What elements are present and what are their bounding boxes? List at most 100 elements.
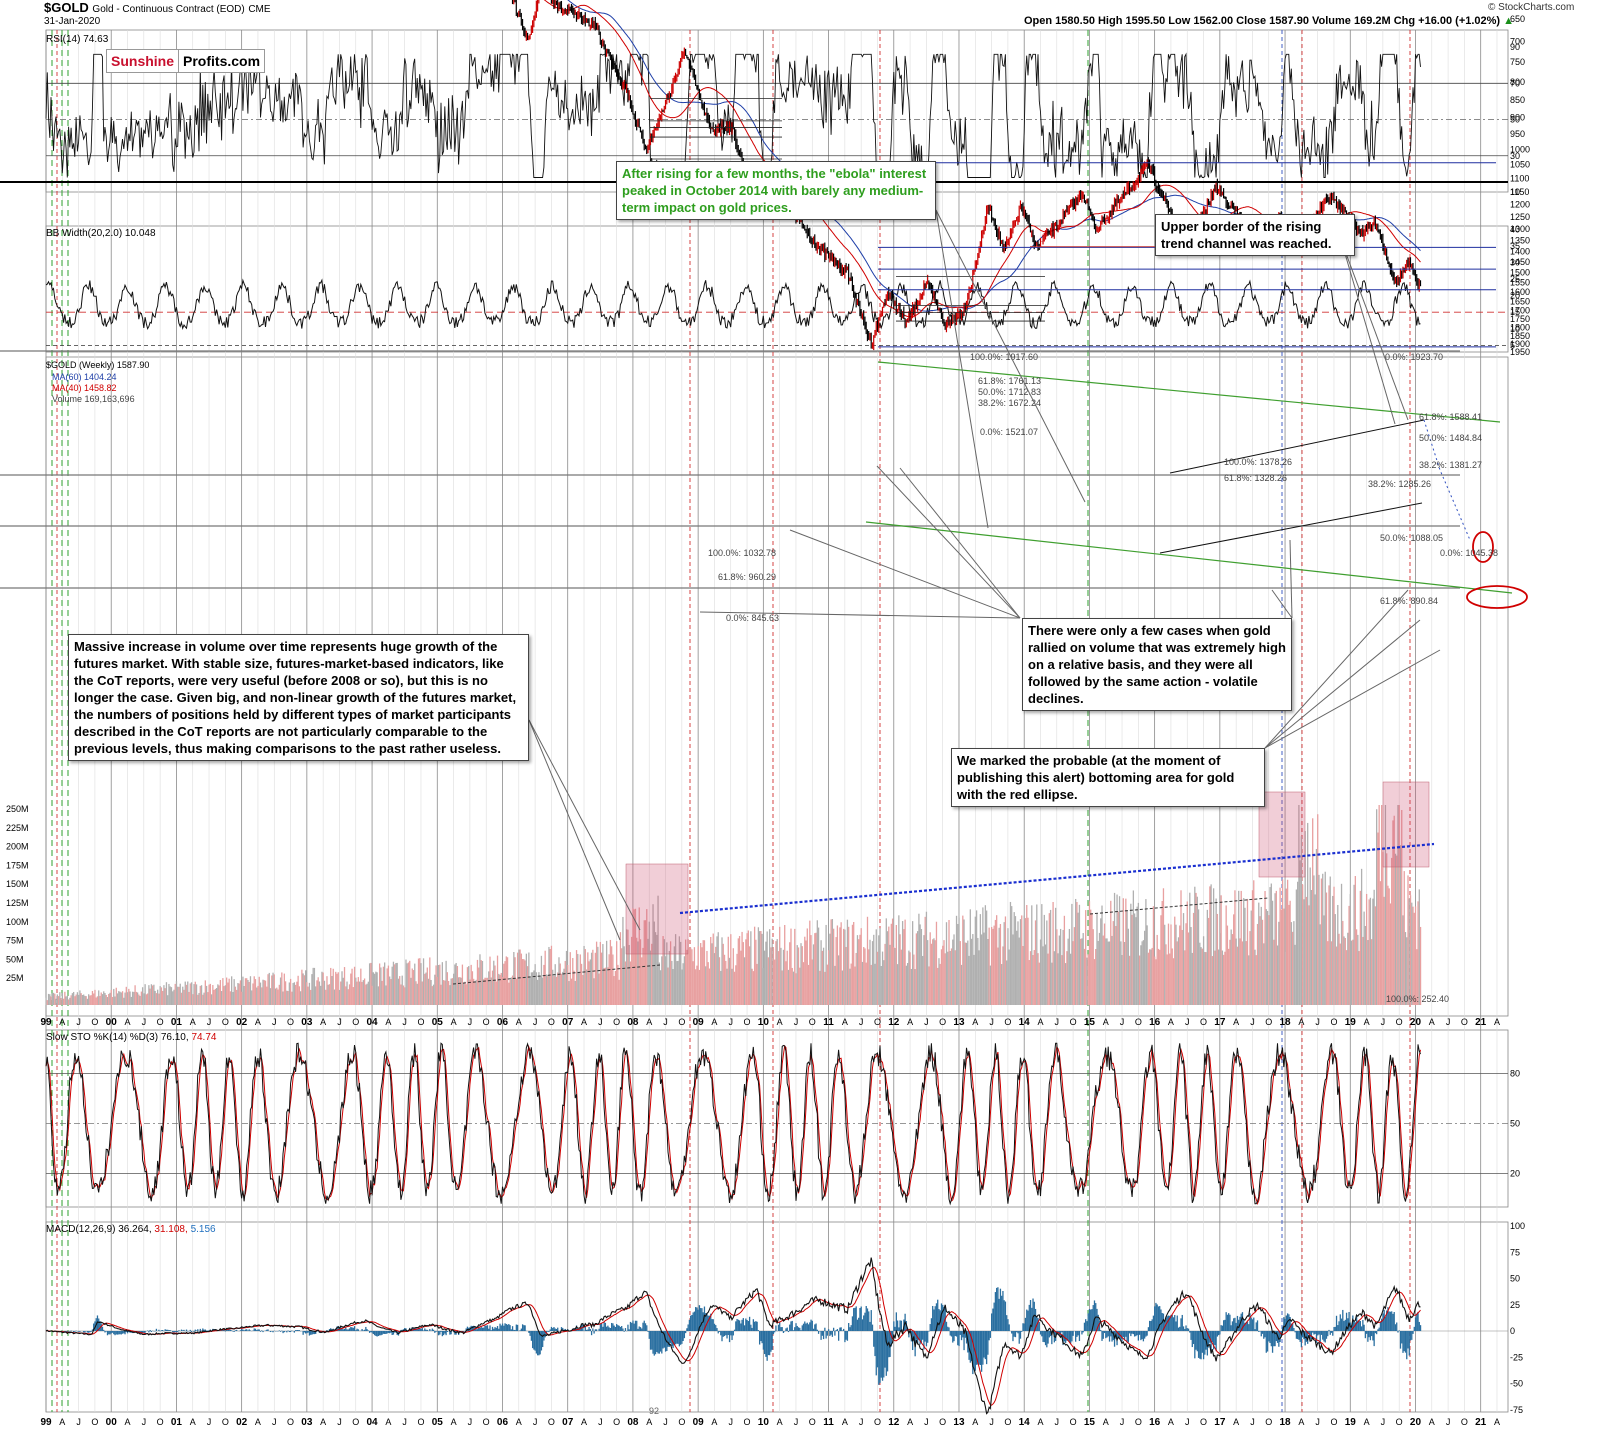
- volume-bar: [800, 943, 802, 1005]
- price-tick-label: 950: [1510, 129, 1525, 139]
- volume-bar: [52, 992, 55, 1005]
- macd-histogram-bar: [761, 1331, 763, 1344]
- x-tick-label: J: [663, 1417, 668, 1427]
- volume-bar: [1151, 947, 1153, 1005]
- fib-label: 38.2%: 1285.26: [1368, 479, 1431, 489]
- x-tick-label: J: [1120, 1017, 1125, 1027]
- fib-label: 61.8%: 1328.26: [1224, 473, 1287, 483]
- macd-histogram-bar: [1328, 1329, 1330, 1331]
- volume-bar: [228, 978, 230, 1005]
- volume-bar: [350, 973, 352, 1005]
- volume-bar: [1295, 889, 1298, 1005]
- x-tick-label: O: [1200, 1017, 1207, 1027]
- volume-bar: [1354, 876, 1356, 1005]
- macd-histogram-bar: [834, 1331, 836, 1336]
- macd-histogram-bar: [774, 1331, 776, 1333]
- macd-histogram-bar: [764, 1331, 766, 1355]
- volume-bar: [465, 984, 467, 1005]
- volume-bar: [889, 944, 891, 1005]
- x-tick-label: O: [483, 1417, 490, 1427]
- sto-tick-label: 50: [1510, 1119, 1520, 1129]
- macd-histogram-bar: [498, 1328, 500, 1331]
- macd-histogram-bar: [725, 1331, 727, 1336]
- x-tick-label: 17: [1214, 1017, 1226, 1028]
- macd-histogram-bar: [1128, 1331, 1131, 1334]
- macd-histogram-bar: [425, 1329, 427, 1331]
- macd-histogram-bar: [608, 1327, 610, 1331]
- macd-histogram-bar: [1185, 1325, 1187, 1331]
- macd-histogram-bar: [550, 1326, 553, 1331]
- x-tick-label: 08: [627, 1017, 639, 1028]
- volume-bar: [1255, 955, 1257, 1005]
- macd-histogram-bar: [231, 1330, 233, 1331]
- macd-histogram-bar: [1406, 1331, 1408, 1360]
- macd-histogram-bar: [677, 1331, 679, 1344]
- macd-tick-label: -50: [1510, 1379, 1523, 1389]
- volume-bar: [504, 961, 506, 1005]
- macd-histogram-bar: [722, 1331, 724, 1337]
- volume-bar: [1238, 890, 1240, 1005]
- macd-histogram-bar: [1070, 1331, 1072, 1344]
- macd-histogram-bar: [745, 1318, 747, 1331]
- volume-bar: [854, 966, 856, 1005]
- volume-bar: [900, 949, 902, 1005]
- volume-bar: [79, 990, 81, 1005]
- macd-histogram-bar: [1386, 1310, 1388, 1331]
- volume-bar: [1024, 918, 1027, 1005]
- volume-bar: [911, 921, 914, 1005]
- volume-bar: [1159, 949, 1161, 1005]
- volume-bar: [378, 963, 381, 1005]
- x-tick-label: O: [1004, 1417, 1011, 1427]
- fib-label: 100.0%: 1917.60: [970, 352, 1038, 362]
- macd-histogram-bar: [896, 1320, 899, 1331]
- price-tick-label: 1850: [1510, 331, 1530, 341]
- macd-histogram-bar: [895, 1312, 897, 1331]
- volume-bar: [1157, 948, 1160, 1005]
- macd-histogram-bar: [424, 1328, 426, 1331]
- volume-bar: [1175, 924, 1177, 1005]
- volume-bar: [1408, 898, 1410, 1005]
- volume-bar: [1152, 906, 1155, 1005]
- volume-bar: [776, 939, 778, 1005]
- volume-bar: [412, 970, 415, 1005]
- symbol: $GOLD: [44, 0, 89, 15]
- volume-bar: [1145, 899, 1147, 1005]
- macd-histogram-bar: [889, 1331, 891, 1357]
- volume-bar: [1382, 852, 1384, 1005]
- volume-bar: [1254, 949, 1256, 1005]
- macd-histogram-bar: [1378, 1327, 1380, 1331]
- macd-histogram-bar: [84, 1331, 86, 1333]
- volume-bar: [274, 988, 277, 1005]
- x-tick-label: O: [1461, 1417, 1468, 1427]
- volume-bar: [642, 947, 644, 1005]
- volume-bar: [336, 973, 338, 1005]
- macd-histogram-bar: [1105, 1331, 1107, 1339]
- annotation-pointer: [528, 719, 641, 931]
- volume-bar: [368, 963, 371, 1005]
- macd-histogram-bar: [187, 1331, 189, 1332]
- volume-bar: [1248, 955, 1250, 1005]
- annotation-ebola: After rising for a few months, the "ebol…: [616, 161, 936, 220]
- macd-histogram-bar: [1091, 1309, 1093, 1331]
- volume-bar: [894, 947, 896, 1005]
- macd-histogram-bar: [540, 1331, 543, 1351]
- volume-bar: [614, 970, 617, 1005]
- volume-bar: [948, 919, 950, 1005]
- volume-bar: [372, 972, 375, 1005]
- volume-bar: [365, 984, 367, 1005]
- volume-bar: [88, 994, 90, 1005]
- volume-bar: [1342, 920, 1344, 1005]
- x-tick-label: 19: [1345, 1017, 1357, 1028]
- x-tick-label: A: [842, 1417, 848, 1427]
- volume-bar: [308, 982, 311, 1005]
- volume-bar: [815, 932, 817, 1005]
- macd-histogram-bar: [1029, 1300, 1032, 1331]
- volume-bar: [1043, 914, 1045, 1005]
- volume-bar: [963, 919, 965, 1005]
- fib-label: 38.2%: 1381.27: [1419, 460, 1482, 470]
- volume-bar: [960, 964, 963, 1005]
- macd-histogram-bar: [272, 1331, 274, 1333]
- volume-bar: [217, 984, 219, 1005]
- volume-bar: [1022, 945, 1024, 1005]
- macd-histogram-bar: [810, 1319, 812, 1331]
